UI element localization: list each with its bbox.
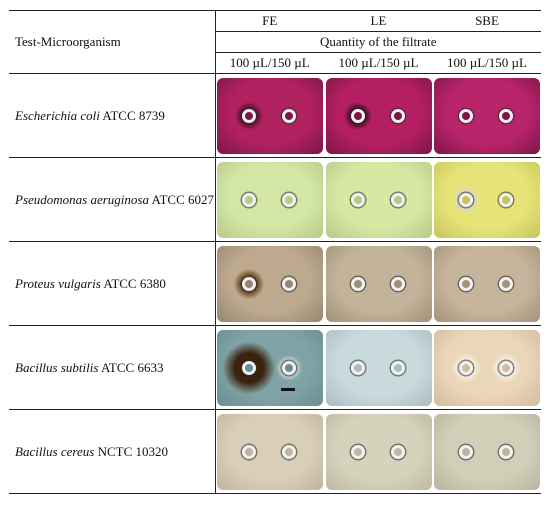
agar-plate-image [216,161,323,238]
well [390,108,405,123]
species-name: Proteus vulgaris [15,275,101,291]
agar-plate-image [434,245,540,322]
agar-plate-image [325,161,432,238]
column-header-fe: FE [214,10,324,32]
scale-bar [280,387,295,391]
strain-code: ATCC 8739 [102,107,165,123]
well [499,444,513,459]
species-name: Pseudomonas aeruginosa [15,191,149,207]
quantity-value-fe: 100 µL/150 µL [214,52,324,74]
agar-plate-image [216,245,323,322]
strain-code: ATCC 6027 [151,191,214,207]
well [281,444,296,459]
test-organism-header: Test-Microorganism [15,34,121,49]
well [390,360,405,375]
well [459,108,473,123]
organism-name: Proteus vulgaris ATCC 6380 [9,242,215,326]
agar-plate-image [325,245,432,322]
organism-name: Pseudomonas aeruginosa ATCC 6027 [9,158,215,242]
agar-plate-image [216,329,323,406]
well [241,276,256,291]
well [459,276,473,291]
well [281,108,296,123]
well [390,444,405,459]
well [281,192,296,207]
well [281,360,296,375]
agar-plate-image [434,77,540,154]
agar-plate-image [216,77,323,154]
column-header-sbe: SBE [475,13,499,28]
well [499,108,513,123]
agar-plate-image [434,329,540,406]
agar-plate-image [325,413,432,490]
organism-name: Escherichia coli ATCC 8739 [9,74,215,158]
well [350,276,365,291]
well [459,444,473,459]
well [350,444,365,459]
quantity-value-le: 100 µL/150 µL [338,55,419,70]
strain-code: ATCC 6633 [100,359,164,375]
table-row: Proteus vulgaris ATCC 6380 [9,241,541,326]
strain-code: NCTC 10320 [97,443,168,459]
quantity-value-sbe: 100 µL/150 µL [447,55,527,70]
well [241,360,256,375]
agar-plate-image [325,329,432,406]
species-name: Escherichia coli [15,107,100,123]
agar-plate-image [216,413,323,490]
table-row: Pseudomonas aeruginosa ATCC 6027 [9,157,541,242]
column-header-le: LE [370,13,387,28]
organism-name: Bacillus cereus NCTC 10320 [9,410,215,494]
well [390,276,405,291]
well [241,192,256,207]
table-row: Bacillus subtilis ATCC 6633 [9,325,541,410]
agar-plate-image [434,413,540,490]
well [281,276,296,291]
quantity-header: Quantity of the filtrate [214,31,541,53]
strain-code: ATCC 6380 [103,275,166,291]
table-row: Escherichia coli ATCC 8739 [9,73,541,158]
organism-name: Bacillus subtilis ATCC 6633 [9,326,215,410]
agar-plate-image [325,77,432,154]
well [390,192,405,207]
species-name: Bacillus subtilis [15,359,99,375]
well [459,360,473,375]
well [350,192,365,207]
well [241,108,256,123]
well [499,276,513,291]
table-row: Bacillus cereus NCTC 10320 [9,409,541,494]
results-table: Test-Microorganism FE LE SBE Quantity of… [9,10,541,494]
well [499,360,513,375]
well [459,192,473,207]
well [350,108,365,123]
well [350,360,365,375]
agar-plate-image [434,161,540,238]
species-name: Bacillus cereus [15,443,95,459]
well [241,444,256,459]
well [499,192,513,207]
